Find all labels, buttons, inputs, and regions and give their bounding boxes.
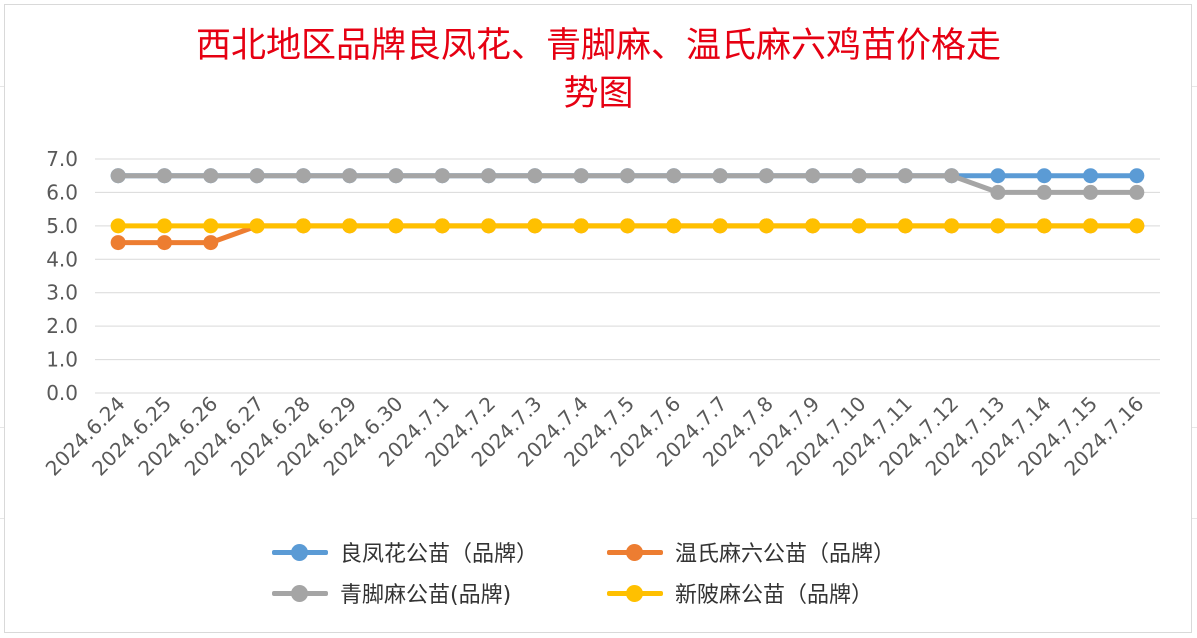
- data-point: [481, 218, 497, 234]
- data-point: [990, 184, 1006, 200]
- data-point: [712, 168, 728, 184]
- data-point: [156, 235, 172, 251]
- data-point: [295, 168, 311, 184]
- data-point: [203, 235, 219, 251]
- data-point: [897, 218, 913, 234]
- data-point: [1036, 184, 1052, 200]
- data-point: [990, 218, 1006, 234]
- data-point: [851, 218, 867, 234]
- data-point: [527, 218, 543, 234]
- y-tick-label: 7.0: [46, 147, 78, 171]
- legend-swatch-icon: [605, 581, 665, 605]
- chart-title: 西北地区品牌良凤花、青脚麻、温氏麻六鸡苗价格走 势图: [0, 22, 1197, 118]
- x-axis-ticks: 2024.6.242024.6.252024.6.262024.6.272024…: [41, 392, 1149, 481]
- data-point: [249, 168, 265, 184]
- y-axis-ticks: 0.0 1.0 2.0 3.0 4.0 5.0 6.0 7.0: [46, 147, 78, 405]
- y-tick-label: 3.0: [46, 281, 78, 305]
- data-point: [1083, 218, 1099, 234]
- data-point: [944, 168, 960, 184]
- data-point: [110, 168, 126, 184]
- data-point: [666, 218, 682, 234]
- data-point: [620, 218, 635, 234]
- legend-item-liangfenghua[interactable]: 良凤花公苗（品牌）: [270, 534, 538, 570]
- legend-label: 新陂麻公苗（品牌）: [675, 583, 874, 608]
- legend[interactable]: 良凤花公苗（品牌） 温氏麻六公苗（品牌） 青脚麻公苗(品牌) 新陂麻公苗（品牌）: [270, 534, 970, 614]
- legend-swatch-icon: [270, 540, 330, 564]
- chart-area[interactable]: [4, 4, 1192, 633]
- data-point: [666, 168, 682, 184]
- legend-label: 青脚麻公苗(品牌): [340, 583, 512, 608]
- data-point: [1036, 218, 1052, 234]
- data-point: [388, 168, 404, 184]
- data-point: [758, 168, 774, 184]
- y-tick-label: 5.0: [46, 214, 78, 238]
- data-point: [851, 168, 867, 184]
- legend-label: 良凤花公苗（品牌）: [340, 542, 539, 567]
- data-point: [110, 235, 126, 251]
- legend-item-wenshi-maliu[interactable]: 温氏麻六公苗（品牌）: [605, 534, 895, 570]
- data-point: [1129, 184, 1145, 200]
- data-point: [527, 168, 543, 184]
- data-point: [712, 218, 728, 234]
- data-point: [573, 218, 589, 234]
- data-point: [388, 218, 404, 234]
- series-3: [110, 168, 1145, 200]
- data-point: [342, 218, 358, 234]
- y-tick-label: 0.0: [46, 381, 78, 405]
- legend-swatch-icon: [270, 581, 330, 605]
- y-tick-label: 4.0: [46, 247, 78, 271]
- data-point: [295, 218, 311, 234]
- data-point: [573, 168, 589, 184]
- data-point: [620, 168, 635, 184]
- chart-title-line-2: 势图: [563, 74, 634, 114]
- data-point: [342, 168, 358, 184]
- data-point: [1129, 218, 1145, 234]
- data-point: [156, 218, 172, 234]
- legend-label: 温氏麻六公苗（品牌）: [675, 542, 896, 567]
- y-tick-label: 2.0: [46, 314, 78, 338]
- chart-title-line-1: 西北地区品牌良凤花、青脚麻、温氏麻六鸡苗价格走: [195, 26, 1001, 66]
- data-point: [1036, 168, 1052, 184]
- data-point: [203, 218, 219, 234]
- data-point: [944, 218, 960, 234]
- data-point: [156, 168, 172, 184]
- data-point: [805, 218, 821, 234]
- data-point: [434, 168, 450, 184]
- data-point: [203, 168, 219, 184]
- data-point: [110, 218, 126, 234]
- data-point: [481, 168, 497, 184]
- data-point: [990, 168, 1006, 184]
- data-point: [249, 218, 265, 234]
- legend-swatch-icon: [605, 540, 665, 564]
- data-point: [1083, 184, 1099, 200]
- y-tick-label: 6.0: [46, 180, 78, 204]
- y-tick-label: 1.0: [46, 348, 78, 372]
- data-point: [1083, 168, 1099, 184]
- legend-item-qingjiaoma[interactable]: 青脚麻公苗(品牌): [270, 575, 511, 611]
- data-point: [805, 168, 821, 184]
- legend-item-xinpima[interactable]: 新陂麻公苗（品牌）: [605, 575, 873, 611]
- series-4: [110, 218, 1145, 234]
- series-lines: [110, 168, 1145, 251]
- data-point: [434, 218, 450, 234]
- data-point: [758, 218, 774, 234]
- data-point: [1129, 168, 1145, 184]
- data-point: [897, 168, 913, 184]
